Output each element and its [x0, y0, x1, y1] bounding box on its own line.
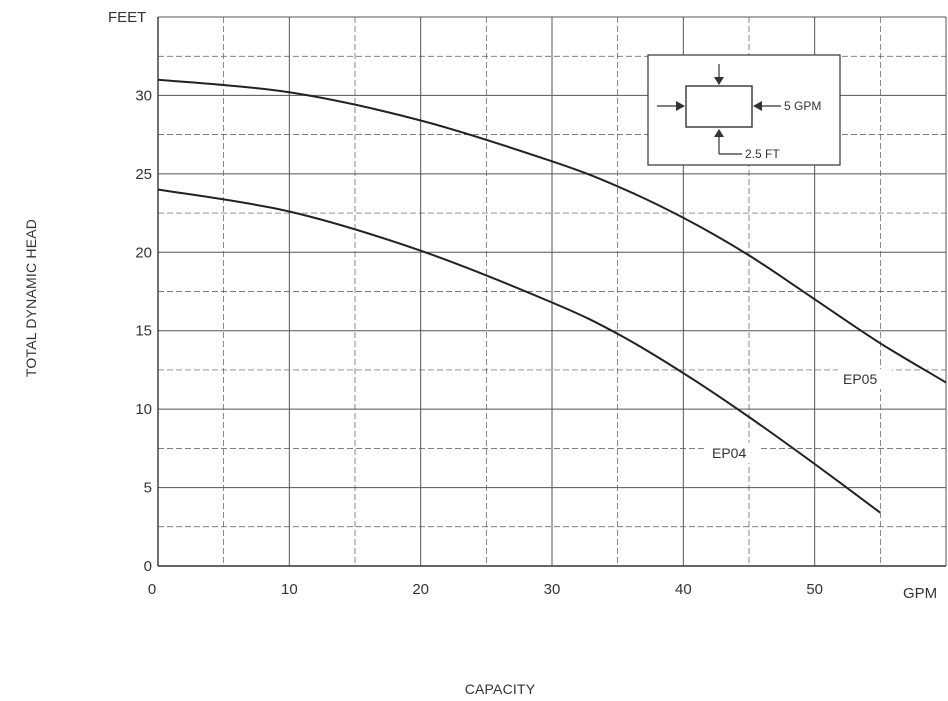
inset-height-label: 2.5 FT: [745, 147, 780, 161]
series-line-ep04: [157, 188, 881, 514]
x-tick-label: 10: [281, 581, 298, 598]
x-tick-label: 40: [675, 581, 692, 598]
series-lines: [157, 78, 947, 514]
arrow-down-icon: [714, 77, 724, 85]
grid: [157, 16, 947, 567]
y-unit-label: FEET: [108, 9, 146, 26]
y-axis-title: TOTAL DYNAMIC HEAD: [23, 219, 39, 377]
y-tick-label: 10: [135, 401, 152, 418]
series-label-ep05: EP05: [838, 369, 892, 389]
series-line-ep05: [157, 78, 947, 384]
inset-pump-box: [685, 85, 753, 128]
inset-flow-label: 5 GPM: [784, 99, 821, 113]
y-tick-label: 0: [144, 558, 152, 575]
x-unit-label: GPM: [903, 585, 937, 602]
y-tick-label: 5: [144, 480, 152, 497]
arrow-up-icon: [714, 129, 724, 137]
x-tick-label: 30: [544, 581, 561, 598]
arrow-right-icon: [676, 101, 685, 111]
x-tick-label: 0: [148, 581, 156, 598]
svg-text:EP04: EP04: [712, 445, 746, 461]
tick-labels: 0 10 20 30 40 50 0 5 10 15 20 25 30: [135, 87, 823, 598]
inset-diagram: 5 GPM 2.5 FT: [647, 54, 841, 166]
arrow-left-icon: [753, 101, 762, 111]
y-tick-label: 25: [135, 166, 152, 183]
y-tick-label: 20: [135, 244, 152, 261]
x-tick-label: 50: [806, 581, 823, 598]
series-label-ep04: EP04: [707, 443, 761, 463]
svg-text:EP05: EP05: [843, 371, 877, 387]
x-tick-label: 20: [412, 581, 429, 598]
y-tick-label: 15: [135, 323, 152, 340]
x-axis-title: CAPACITY: [465, 681, 536, 697]
y-tick-label: 30: [135, 87, 152, 104]
